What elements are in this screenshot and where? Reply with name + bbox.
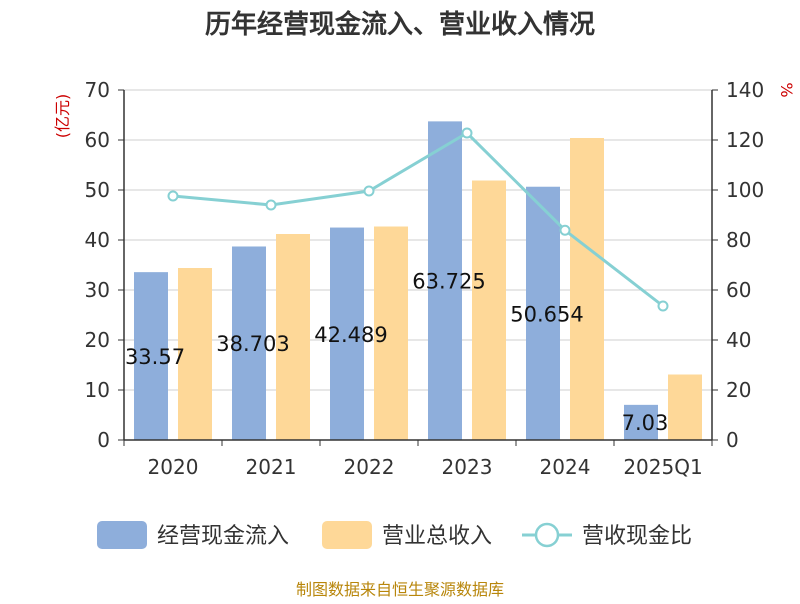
legend-label-cash-inflow: 经营现金流入 [157, 524, 289, 549]
bar-revenue [178, 268, 212, 440]
right-tick-label: 60 [726, 278, 751, 302]
ratio-line [167, 127, 669, 312]
bar-revenue [276, 234, 310, 440]
data-label-cash-inflow: 33.57 [125, 345, 185, 369]
legend-swatch-cash-inflow [97, 521, 147, 549]
right-tick-label: 20 [726, 378, 751, 402]
bar-revenue [570, 138, 604, 440]
x-tick-label: 2025Q1 [623, 455, 702, 479]
legend-label-ratio: 营收现金比 [582, 524, 692, 549]
legend-swatch-revenue [322, 521, 372, 549]
left-tick-label: 60 [85, 128, 110, 152]
ratio-point [657, 300, 669, 312]
left-tick-label: 30 [85, 278, 110, 302]
bar-cash-inflow [330, 227, 364, 440]
bar-revenue [472, 180, 506, 440]
left-tick-label: 0 [97, 428, 110, 452]
right-axis-unit: % [777, 82, 796, 97]
bar-cash-inflow [428, 121, 462, 440]
legend-marker-ratio [534, 522, 560, 548]
ratio-point [363, 185, 375, 197]
x-tick-label: 2022 [344, 455, 395, 479]
right-tick-label: 40 [726, 328, 751, 352]
bar-revenue [374, 226, 408, 440]
left-tick-label: 50 [85, 178, 110, 202]
left-tick-label: 20 [85, 328, 110, 352]
ratio-point [559, 224, 571, 236]
x-tick-label: 2020 [148, 455, 199, 479]
bar-cash-inflow [624, 404, 658, 440]
bar-cash-inflow [134, 272, 168, 440]
source-note: 制图数据来自恒生聚源数据库 [296, 580, 504, 599]
left-axis-unit: (亿元) [53, 94, 72, 139]
x-tick-label: 2024 [540, 455, 591, 479]
right-tick-label: 120 [726, 128, 764, 152]
left-tick-label: 70 [85, 78, 110, 102]
x-tick-label: 2021 [246, 455, 297, 479]
data-label-cash-inflow: 63.725 [412, 270, 485, 294]
x-tick-label: 2023 [442, 455, 493, 479]
left-tick-label: 40 [85, 228, 110, 252]
ratio-point [461, 127, 473, 139]
chart-title: 历年经营现金流入、营业收入情况 [205, 9, 595, 40]
legend-label-revenue: 营业总收入 [382, 524, 492, 549]
data-label-cash-inflow: 42.489 [314, 323, 387, 347]
right-tick-label: 100 [726, 178, 764, 202]
right-tick-label: 80 [726, 228, 751, 252]
bar-revenue [668, 374, 702, 440]
gridlines [124, 89, 712, 391]
bar-cash-inflow [526, 186, 560, 440]
data-labels: 33.57 38.703 42.489 63.725 50.654 7.03 [125, 270, 668, 435]
left-tick-label: 10 [85, 378, 110, 402]
right-tick-label: 140 [726, 78, 764, 102]
ratio-point [265, 199, 277, 211]
bar-cash-inflow [232, 246, 266, 440]
ratio-line-path [172, 131, 664, 308]
data-label-cash-inflow: 38.703 [216, 332, 289, 356]
ratio-point [167, 190, 179, 202]
legend: 经营现金流入 营业总收入 营收现金比 [97, 521, 692, 549]
axes: 0 10 20 30 40 50 60 70 0 20 40 60 80 100 120 140 2020 202… [85, 78, 765, 479]
data-label-cash-inflow: 50.654 [510, 302, 583, 326]
data-label-cash-inflow: 7.03 [622, 411, 669, 435]
bars [134, 121, 702, 440]
right-tick-label: 0 [726, 428, 739, 452]
